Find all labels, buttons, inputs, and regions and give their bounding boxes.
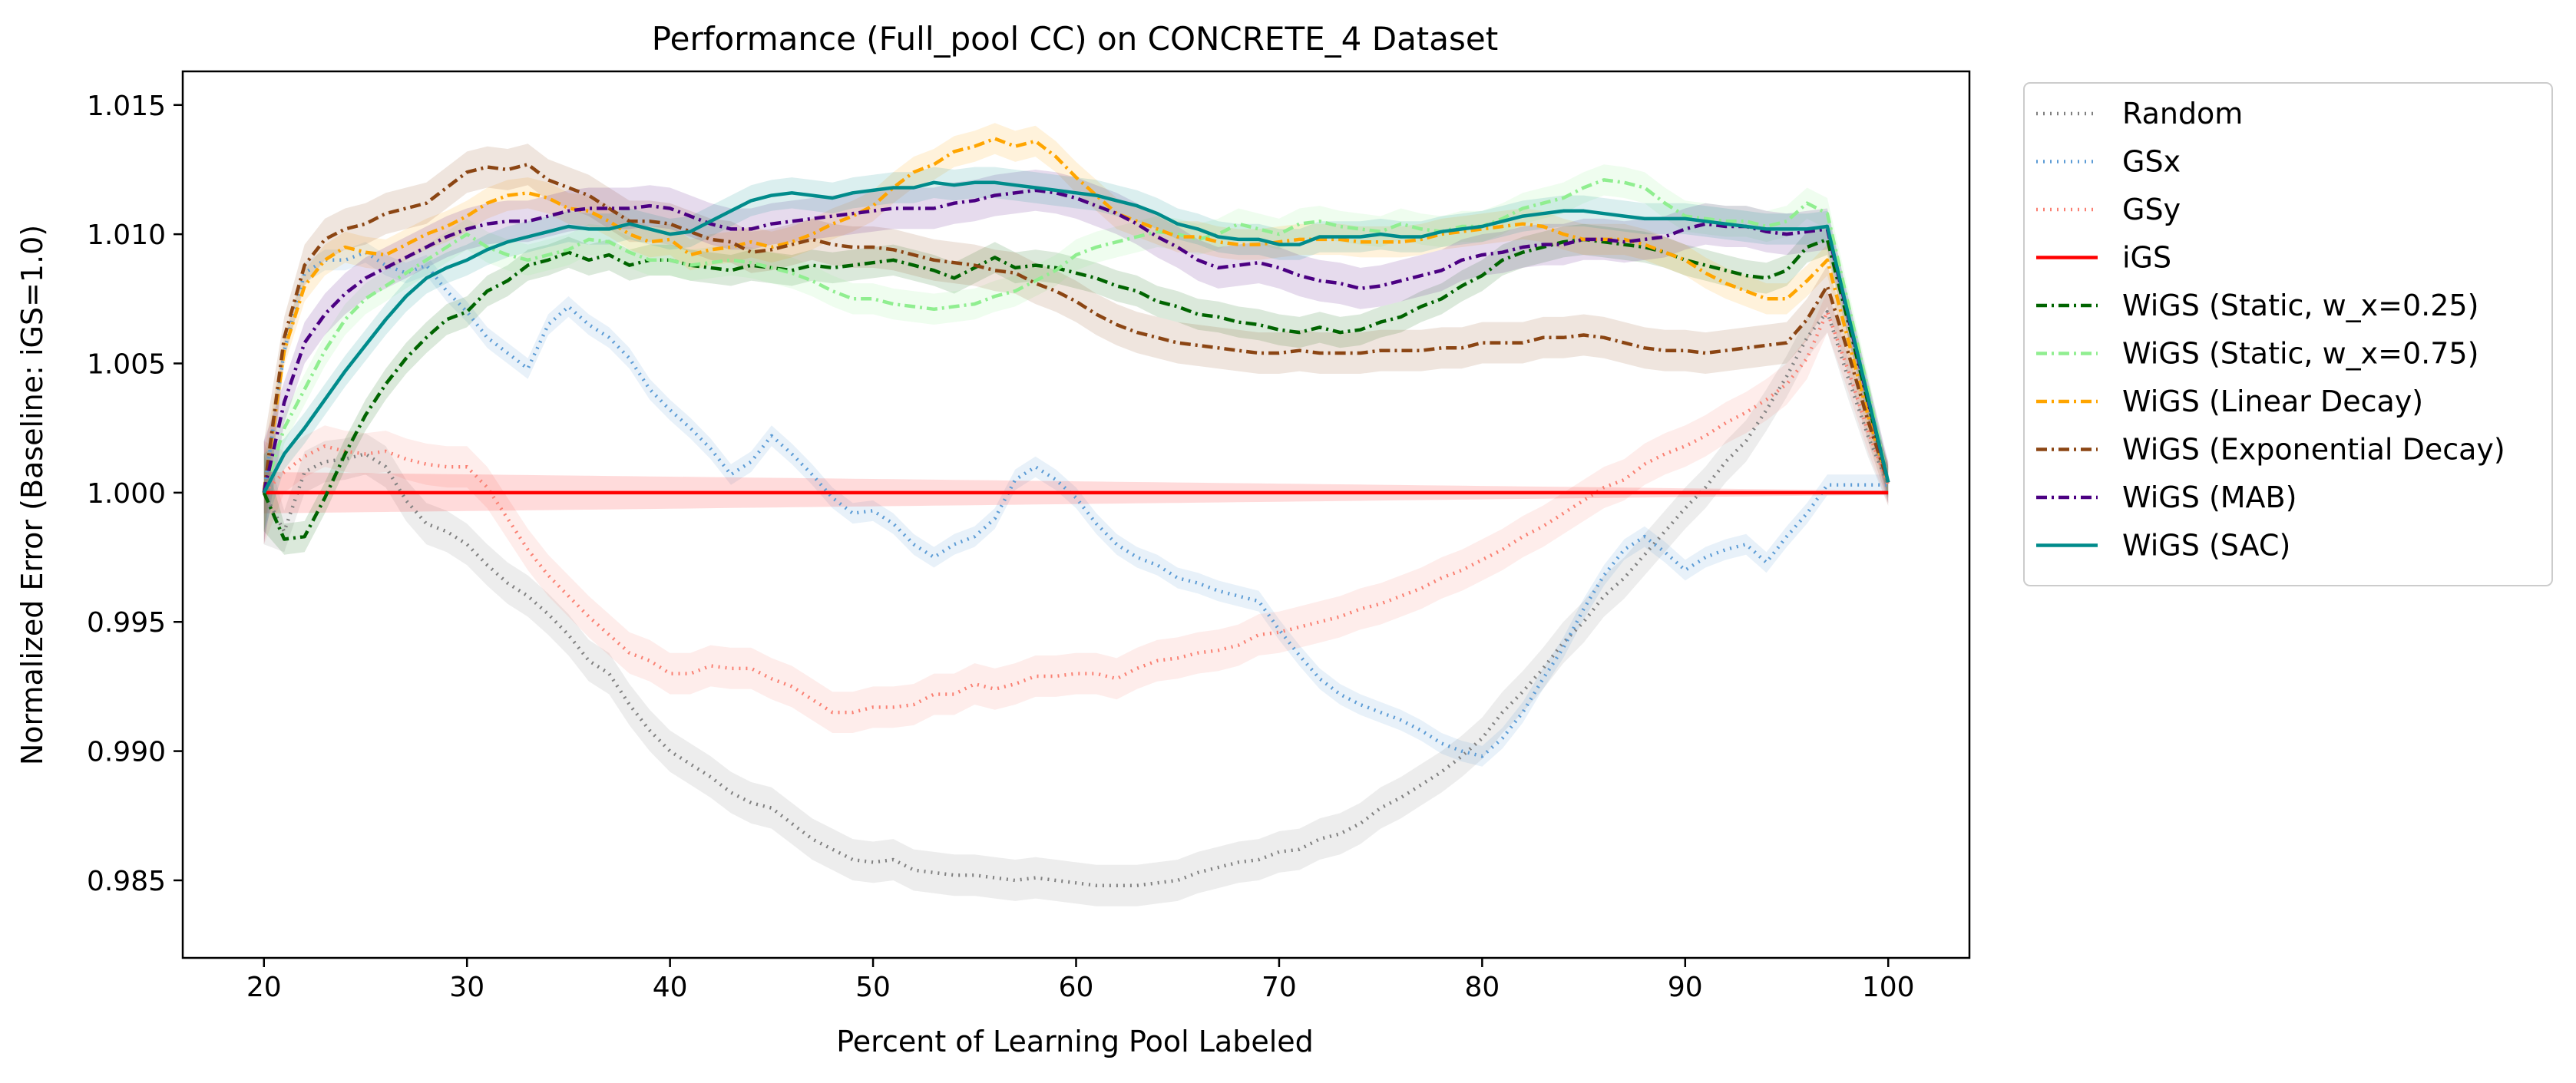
series-line-wigs-mab bbox=[262, 188, 1890, 494]
x-axis-ticks: 20 30 40 50 60 70 80 90 100 bbox=[246, 958, 1915, 1003]
legend-label-gsx: GSx bbox=[2122, 145, 2181, 179]
band-wigs-static-w-x-0-25 bbox=[263, 223, 1889, 555]
band-wigs-static-w-x-0-75 bbox=[263, 164, 1889, 532]
y-axis-ticks: 0.985 0.990 0.995 1.000 1.005 1.010 1.015 bbox=[87, 91, 183, 897]
x-tick-label: 90 bbox=[1668, 972, 1703, 1003]
x-tick-label: 40 bbox=[653, 972, 688, 1003]
y-tick-label: 1.000 bbox=[87, 478, 166, 510]
y-tick-label: 0.995 bbox=[87, 607, 166, 639]
legend-label-wigs-linear-decay: WiGS (Linear Decay) bbox=[2122, 385, 2423, 418]
band-random bbox=[263, 291, 1889, 906]
y-tick-label: 1.005 bbox=[87, 349, 166, 381]
legend-label-wigs-static-w-x-0-75: WiGS (Static, w_x=0.75) bbox=[2122, 337, 2478, 371]
legend-label-random: Random bbox=[2122, 97, 2243, 130]
series-line-random bbox=[262, 309, 1890, 887]
chart-title: Performance (Full_pool CC) on CONCRETE_4… bbox=[652, 20, 1498, 58]
x-tick-label: 30 bbox=[449, 972, 484, 1003]
series-line-wigs-sac bbox=[262, 180, 1890, 494]
band-gsy bbox=[263, 291, 1889, 733]
legend-box bbox=[2023, 82, 2553, 586]
x-tick-label: 100 bbox=[1862, 972, 1915, 1003]
legend-label-wigs-mab: WiGS (MAB) bbox=[2122, 480, 2297, 514]
legend-label-igs: iGS bbox=[2122, 241, 2171, 275]
y-tick-label: 0.985 bbox=[87, 866, 166, 897]
series-line-wigs-exponential-decay bbox=[262, 162, 1890, 494]
x-tick-label: 60 bbox=[1059, 972, 1094, 1003]
legend-label-wigs-sac: WiGS (SAC) bbox=[2122, 529, 2290, 563]
series-line-gsx bbox=[262, 250, 1889, 758]
x-tick-label: 70 bbox=[1262, 972, 1297, 1003]
legend-label-gsy: GSy bbox=[2122, 193, 2181, 226]
band-wigs-exponential-decay bbox=[263, 144, 1889, 545]
x-tick-label: 20 bbox=[246, 972, 282, 1003]
band-gsx bbox=[263, 242, 1889, 767]
x-axis-label: Percent of Learning Pool Labeled bbox=[836, 1025, 1314, 1058]
x-tick-label: 80 bbox=[1464, 972, 1500, 1003]
x-tick-label: 50 bbox=[855, 972, 891, 1003]
y-tick-label: 1.010 bbox=[87, 220, 166, 251]
band-wigs-mab bbox=[263, 170, 1889, 545]
legend-label-wigs-static-w-x-0-25: WiGS (Static, w_x=0.25) bbox=[2122, 289, 2478, 322]
series-line-wigs-static-w-x-0-25 bbox=[262, 237, 1890, 541]
legend-label-wigs-exponential-decay: WiGS (Exponential Decay) bbox=[2122, 433, 2505, 467]
y-tick-label: 1.015 bbox=[87, 91, 166, 122]
series-line-wigs-static-w-x-0-75 bbox=[262, 178, 1890, 494]
y-axis-label: Normalized Error (Baseline: iGS=1.0) bbox=[15, 225, 49, 765]
series-lines bbox=[262, 137, 1890, 887]
y-tick-label: 0.990 bbox=[87, 737, 166, 768]
legend: Random GSx GSy iGS WiGS (Static, w_x=0.25) Wi… bbox=[2023, 82, 2553, 586]
